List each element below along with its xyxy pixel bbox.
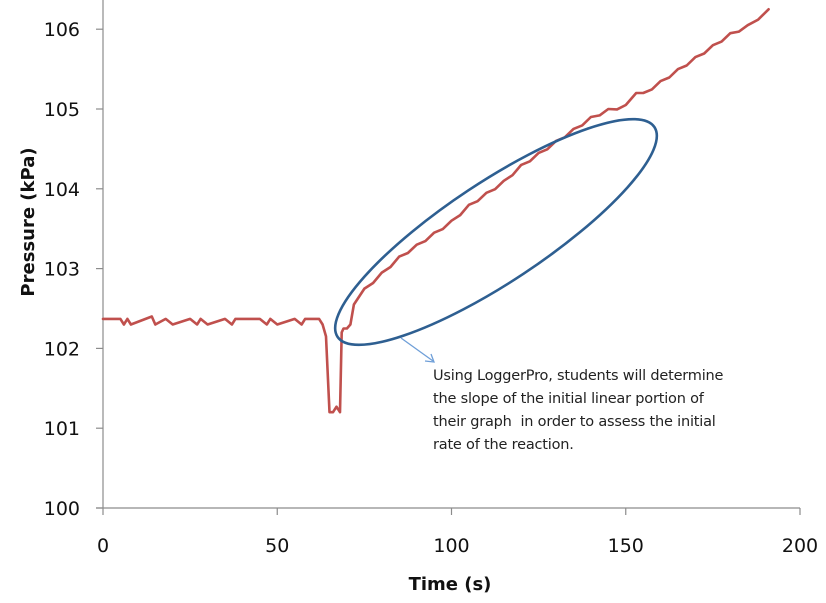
x-axis-title: Time (s) xyxy=(409,574,492,595)
y-tick-label: 105 xyxy=(44,99,80,121)
x-tick-label: 0 xyxy=(97,535,109,557)
y-axis: 100 101 102 103 104 105 106 xyxy=(44,0,104,520)
pressure-series-line xyxy=(101,8,770,414)
linear-region-ellipse xyxy=(333,117,659,347)
y-tick-label: 100 xyxy=(44,498,80,520)
y-tick-label: 103 xyxy=(44,259,80,281)
y-tick-label: 104 xyxy=(44,179,80,201)
callout-text: Using LoggerPro, students will determine… xyxy=(433,365,803,457)
callout-line-2: the slope of the initial linear portion … xyxy=(433,391,704,407)
callout-line-3: their graph in order to assess the initi… xyxy=(433,414,716,430)
y-tick-label: 106 xyxy=(44,19,80,41)
x-tick-label: 100 xyxy=(433,535,469,557)
y-tick-label: 102 xyxy=(44,338,80,360)
callout-line-1: Using LoggerPro, students will determine xyxy=(433,368,724,384)
x-tick-label: 50 xyxy=(265,535,289,557)
x-tick-label: 200 xyxy=(782,535,818,557)
callout-arrow xyxy=(400,337,435,363)
callout-line-4: rate of the reaction. xyxy=(433,437,574,453)
x-axis: 0 50 100 150 200 xyxy=(96,507,818,557)
x-tick-label: 150 xyxy=(608,535,644,557)
y-tick-label: 101 xyxy=(44,418,80,440)
y-axis-title: Pressure (kPa) xyxy=(18,147,39,296)
